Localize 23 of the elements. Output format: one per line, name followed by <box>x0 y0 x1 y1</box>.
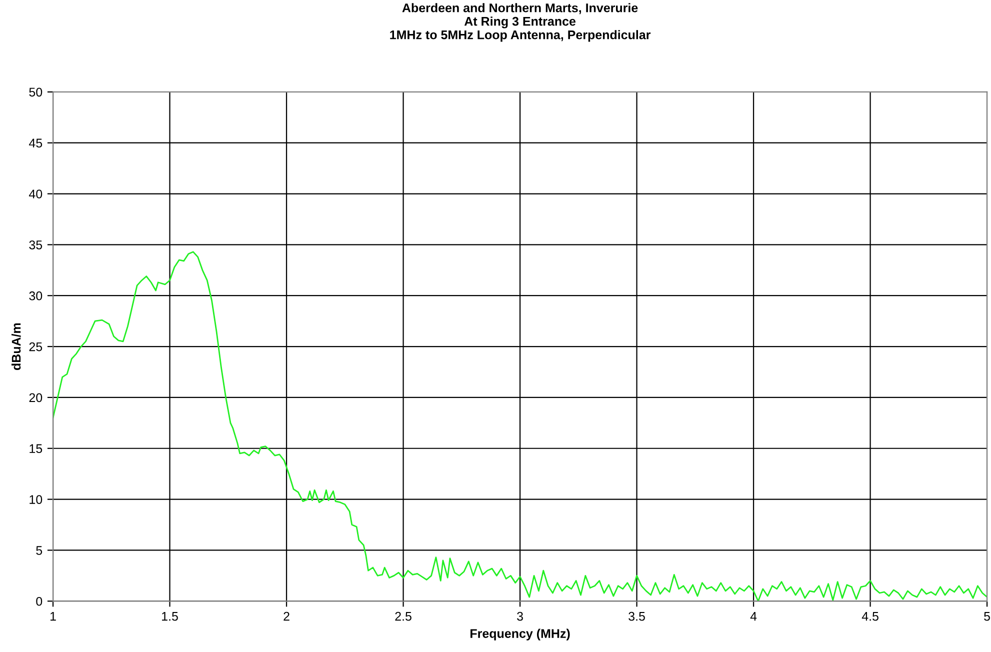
x-tick-label: 4.5 <box>862 612 878 621</box>
y-tick-label: 25 <box>29 342 42 352</box>
x-tick-label: 1.5 <box>162 612 178 621</box>
y-tick-label: 10 <box>30 495 42 504</box>
y-tick-label: 30 <box>29 291 42 300</box>
x-axis-title: Frequency (MHz) <box>470 628 570 640</box>
x-tick-label: 3.5 <box>628 612 645 621</box>
y-tick-label: 5 <box>36 546 42 555</box>
y-tick-label: 0 <box>36 596 42 606</box>
x-tick-label: 2.5 <box>395 612 412 621</box>
y-tick-label: 15 <box>30 444 42 454</box>
x-tick-label: 4 <box>750 612 757 621</box>
y-tick-label: 45 <box>28 138 42 148</box>
y-tick-label: 50 <box>29 88 42 97</box>
chart-title: Aberdeen and Northern Marts, Inverurie At Ring 3 Entrance 1MHz to 5MHz Loop Antenna, Perpendicular <box>390 3 651 42</box>
y-axis-title: dBuA/m <box>11 323 21 370</box>
x-tick-label: 2 <box>284 612 290 621</box>
x-tick-label: 3 <box>517 612 523 621</box>
y-tick-label: 35 <box>29 240 42 250</box>
x-tick-label: 5 <box>984 612 990 621</box>
y-tick-label: 40 <box>28 190 42 198</box>
x-tick-label: 1 <box>50 612 56 621</box>
y-tick-label: 20 <box>29 393 42 402</box>
